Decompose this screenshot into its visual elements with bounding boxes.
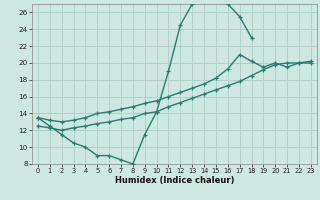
X-axis label: Humidex (Indice chaleur): Humidex (Indice chaleur) bbox=[115, 176, 234, 185]
